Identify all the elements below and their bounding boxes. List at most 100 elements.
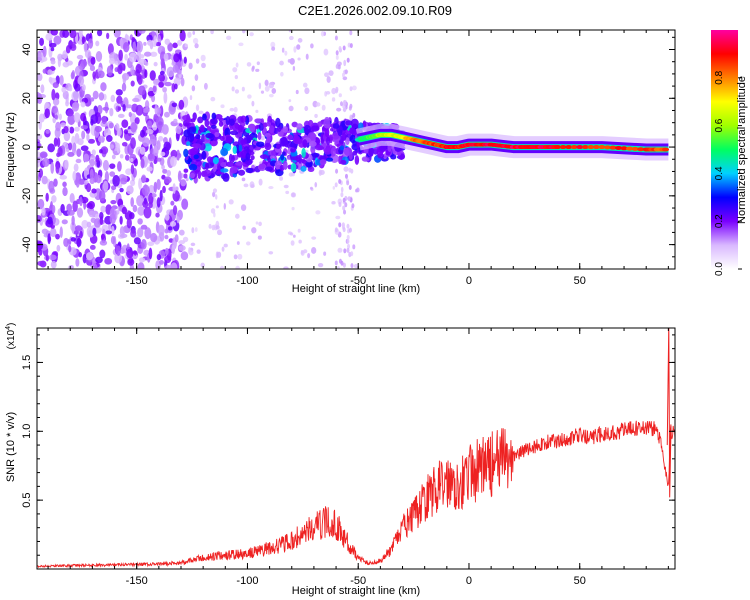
spectrogram-cell — [293, 134, 299, 141]
spectrogram-cell — [137, 227, 144, 238]
ridge-point — [587, 145, 595, 150]
spectrogram-cell — [331, 97, 336, 102]
spectrogram-cell — [133, 250, 137, 256]
spectrogram-cell — [347, 196, 351, 202]
spectrogram-cell — [241, 177, 246, 182]
spectrogram-cell — [177, 170, 182, 183]
spectrogram-cell — [342, 262, 346, 268]
spectrogram-cell — [148, 138, 157, 145]
spectrogram-cell — [140, 238, 147, 250]
spectrogram-cell — [341, 132, 347, 141]
spectrogram-cell — [75, 158, 82, 164]
spectrogram-cell — [346, 247, 350, 253]
spectrogram-cell — [130, 64, 135, 76]
spectrogram-cell — [214, 113, 223, 120]
spectrogram-cell — [234, 89, 240, 94]
spectrogram-cell — [45, 192, 49, 202]
spectrogram-cell — [80, 125, 89, 130]
spectrogram-cell — [156, 157, 162, 162]
spectrogram-cell — [343, 59, 347, 67]
spectrogram-cell — [282, 160, 288, 171]
spectrogram-cell — [311, 236, 317, 240]
spectrogram-cell — [223, 203, 226, 210]
spectrogram-cell — [291, 121, 298, 128]
spectrogram-cell — [220, 148, 229, 157]
spectrogram-cell — [326, 76, 331, 83]
spectrogram-cell — [156, 178, 161, 191]
spectrogram-cell — [170, 200, 175, 206]
spectrogram-cell — [71, 215, 75, 226]
spectrogram-cell — [308, 141, 317, 147]
spectrogram-cell — [218, 121, 224, 127]
spectrogram-cell — [290, 172, 295, 177]
spectrogram-cell — [212, 188, 218, 193]
spectrogram-cell — [210, 208, 216, 214]
spectrogram-cell — [112, 174, 120, 187]
ridge-point — [603, 145, 611, 150]
spectrogram-cell — [89, 244, 96, 250]
spectrogram-cell — [76, 207, 84, 218]
spectrogram-cell — [92, 71, 96, 80]
spectrogram-cell — [108, 122, 114, 129]
spectrogram-cell — [258, 123, 264, 131]
spectrogram-cell — [208, 223, 212, 229]
spectrogram-cell — [289, 232, 294, 236]
spectrogram-cell — [345, 120, 353, 126]
spectrogram-cell — [116, 142, 121, 154]
spectrogram-cell — [319, 159, 327, 165]
y-tick-label: 0 — [21, 144, 33, 150]
x-tick-label: -50 — [350, 275, 366, 287]
spectrogram-cell — [287, 134, 294, 141]
spectrogram-cell — [137, 218, 143, 225]
spectrogram-cell — [189, 95, 193, 101]
spectrogram-cell — [96, 104, 103, 115]
spectrogram-cell — [338, 222, 342, 228]
spectrogram-cell — [345, 137, 350, 146]
spectrogram-cell — [153, 35, 157, 46]
spectrogram-cell — [81, 219, 89, 229]
spectrogram-cell — [243, 183, 249, 188]
chart-title: C2E1.2026.002.09.10.R09 — [298, 3, 452, 18]
spectrogram-cell — [161, 164, 165, 170]
spectrogram-cell — [219, 135, 225, 142]
spectrogram-cell — [268, 81, 275, 89]
spectrogram-cell — [153, 181, 158, 193]
spectrogram-cell — [289, 143, 298, 148]
spectrogram-cell — [237, 169, 246, 176]
spectrogram-cell — [350, 251, 354, 257]
spectrogram-cell — [88, 138, 95, 144]
y-tick-label: 1.5 — [21, 355, 33, 370]
spectrogram-cell — [293, 234, 296, 238]
spectrogram-cell — [276, 143, 281, 150]
spectrogram-cell — [139, 54, 145, 59]
spectrogram-cell — [155, 212, 160, 218]
spectrogram-cell — [59, 175, 68, 180]
spectrogram-cell — [52, 98, 60, 106]
spectrogram-cell — [91, 149, 96, 156]
spectrogram-cell — [61, 219, 68, 225]
spectrogram-cell — [229, 107, 235, 112]
spectrogram-cell — [37, 260, 45, 267]
spectrogram-cell — [324, 127, 330, 138]
spectrogram-cell — [55, 121, 61, 132]
spectrogram-cell — [347, 243, 351, 249]
spectrogram-cell — [99, 211, 104, 220]
spectrogram-cell — [54, 114, 58, 120]
spectrogram-cell — [224, 127, 231, 138]
spectrogram-cell — [343, 209, 347, 215]
spectrogram-cell — [141, 184, 150, 196]
spectrogram-cell — [176, 216, 180, 224]
spectrogram-cell — [212, 157, 219, 165]
x-tick-label: -150 — [126, 575, 148, 587]
spectrogram-cell — [114, 253, 123, 264]
spectrogram-cell — [44, 108, 51, 119]
spectrogram-cell — [130, 137, 136, 150]
spectrogram-cell — [290, 151, 298, 157]
spectrogram-cell — [288, 30, 292, 33]
spectrogram-cell — [62, 90, 69, 100]
spectrogram-cell — [335, 168, 339, 174]
spectrogram-cell — [88, 210, 96, 218]
spectrogram-cell — [151, 193, 157, 198]
ridge-point — [565, 145, 573, 150]
spectrogram-cell — [142, 108, 150, 113]
